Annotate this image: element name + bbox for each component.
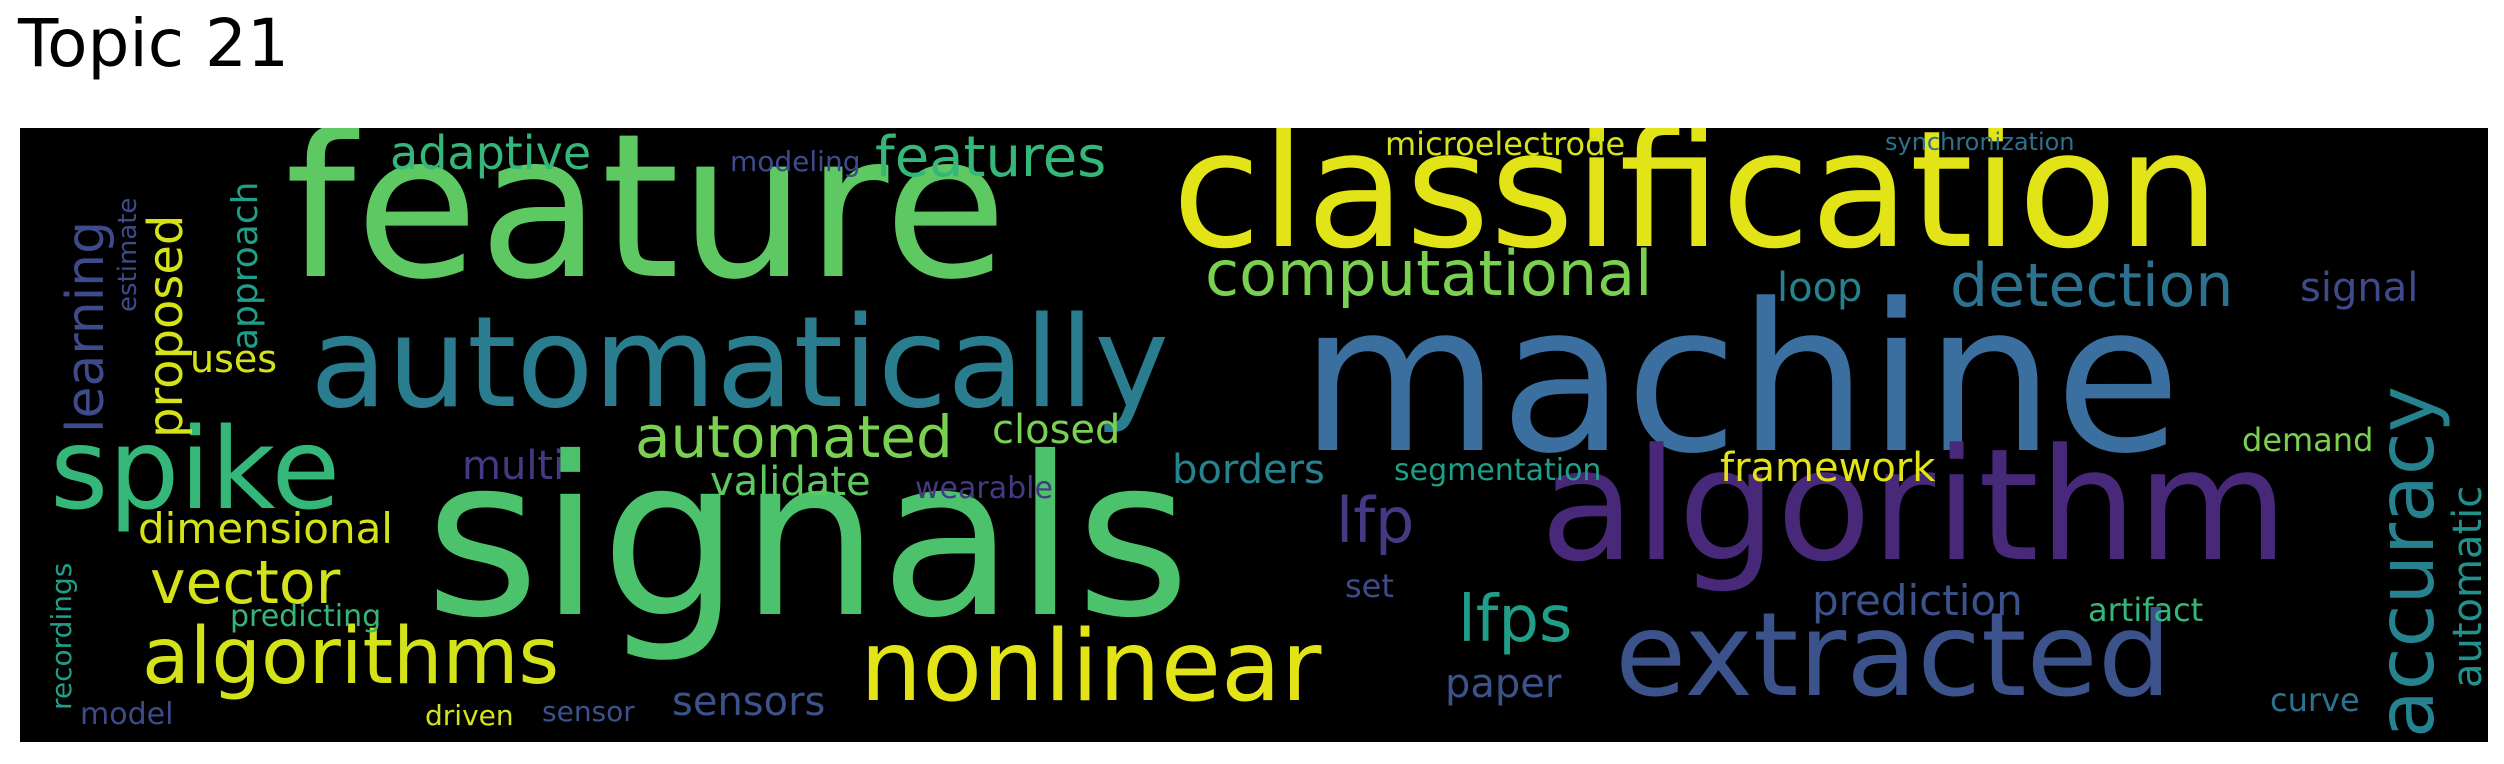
word-multi: multi <box>462 443 565 489</box>
word-automated: automated <box>635 403 953 471</box>
word-estimate: estimate <box>113 197 143 312</box>
word-uses: uses <box>190 337 278 381</box>
word-adaptive: adaptive <box>390 128 592 180</box>
word-loop: loop <box>1777 265 1863 311</box>
word-framework: framework <box>1720 445 1936 491</box>
word-features: features <box>875 128 1107 190</box>
word-recordings: recordings <box>45 562 78 710</box>
word-feature: feature <box>285 128 1008 324</box>
word-validate: validate <box>710 459 871 505</box>
word-extracted: extracted <box>1615 588 2172 723</box>
word-nonlinear: nonlinear <box>860 610 1322 724</box>
word-sensor: sensor <box>542 695 635 728</box>
word-spike: spike <box>50 405 341 535</box>
word-demand: demand <box>2242 421 2374 459</box>
word-set: set <box>1345 567 1394 605</box>
word-artifact: artifact <box>2088 591 2204 629</box>
word-proposed: proposed <box>138 214 194 438</box>
word-classification: classification <box>1172 128 2220 285</box>
word-vector: vector <box>150 548 341 618</box>
word-cloud: feature classification machine signals a… <box>20 128 2488 742</box>
word-modeling: modeling <box>730 145 861 178</box>
word-paper: paper <box>1445 661 1562 707</box>
word-curve: curve <box>2270 681 2360 719</box>
word-learning: learning <box>56 220 116 433</box>
word-borders: borders <box>1172 447 1325 493</box>
word-driven: driven <box>425 699 514 732</box>
word-algorithms: algorithms <box>142 612 560 702</box>
word-closed: closed <box>992 407 1121 453</box>
word-accuracy: accuracy <box>2362 386 2452 738</box>
word-wearable: wearable <box>915 471 1053 506</box>
word-prediction: prediction <box>1812 576 2023 625</box>
word-model: model <box>80 697 174 732</box>
word-signal: signal <box>2300 265 2419 311</box>
word-detection: detection <box>1950 251 2234 321</box>
word-automatic: automatic <box>2445 485 2488 688</box>
word-algorithm: algorithm <box>1540 415 2289 596</box>
word-predicting: predicting <box>230 599 382 634</box>
word-dimensional: dimensional <box>138 504 393 553</box>
word-automatically: automatically <box>310 289 1169 436</box>
word-lfps: lfps <box>1458 583 1573 657</box>
word-computational: computational <box>1205 237 1653 310</box>
page-title: Topic 21 <box>18 5 289 82</box>
word-segmentation: segmentation <box>1394 453 1602 488</box>
word-machine: machine <box>1300 261 2181 499</box>
word-synchronization: synchronization <box>1885 128 2075 156</box>
word-approach: approach <box>225 181 266 350</box>
word-microelectrode: microelectrode <box>1385 128 1626 163</box>
word-signals: signals <box>425 410 1191 666</box>
word-sensors: sensors <box>672 679 826 725</box>
word-lfp: lfp <box>1336 484 1415 557</box>
